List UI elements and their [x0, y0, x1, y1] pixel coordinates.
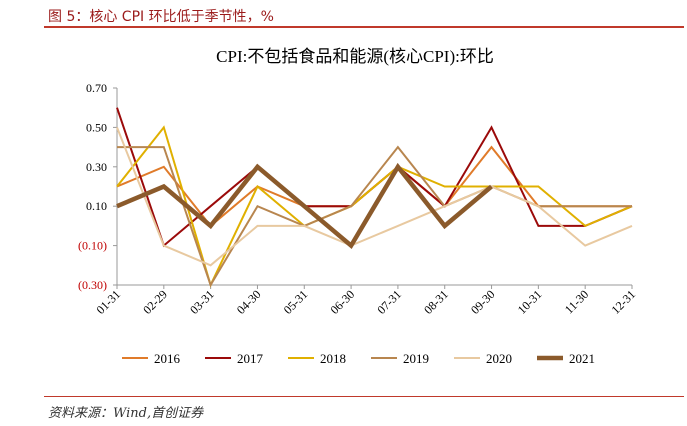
header-rule: [44, 26, 684, 28]
x-tick-label: 11-30: [562, 287, 591, 316]
chart-title: CPI:不包括食品和能源(核心CPI):环比: [216, 47, 494, 66]
legend-label-2016: 2016: [154, 351, 181, 366]
footer-rule: [44, 396, 684, 397]
x-tick-label: 10-31: [515, 287, 545, 317]
legend-label-2019: 2019: [403, 351, 429, 366]
y-tick-label: 0.30: [86, 160, 107, 174]
source-note: 资料来源：Wind,首创证券: [48, 406, 204, 421]
legend-label-2020: 2020: [486, 351, 512, 366]
series-line-2021: [116, 162, 493, 250]
x-tick-label: 02-29: [140, 287, 170, 317]
legend-label-2017: 2017: [237, 351, 264, 366]
chart-svg: CPI:不包括食品和能源(核心CPI):环比 (0.30) (0.10) 0.10 0…: [78, 47, 638, 366]
series-line-2020: [116, 127, 633, 267]
x-tick-label: 04-30: [234, 287, 264, 317]
y-tick-label: 0.70: [86, 81, 107, 95]
x-tick-label: 07-31: [374, 287, 404, 317]
y-tick-label: (0.30): [78, 278, 107, 292]
y-tick-label: (0.10): [78, 239, 107, 253]
legend-label-2021: 2021: [569, 351, 595, 366]
x-tick-label: 08-31: [421, 287, 451, 317]
y-tick-label: 0.10: [86, 199, 107, 213]
series-lines: [116, 107, 633, 288]
x-tick-label: 05-31: [281, 287, 311, 317]
y-tick-label: 0.50: [86, 120, 107, 134]
legend: 2016 2017 2018 2019 2020 2021: [122, 351, 595, 366]
series-line-2019: [117, 145, 632, 288]
x-tick-label: 03-31: [187, 287, 217, 317]
legend-label-2018: 2018: [320, 351, 346, 366]
figure-header: 图 5：核心 CPI 环比低于季节性，%: [0, 0, 687, 28]
series-line-2018: [116, 125, 633, 288]
figure-title: 图 5：核心 CPI 环比低于季节性，%: [48, 9, 274, 25]
x-tick-label: 06-30: [328, 287, 358, 317]
figure-footer: 资料来源：Wind,首创证券: [0, 396, 687, 426]
chart-container: CPI:不包括食品和能源(核心CPI):环比 (0.30) (0.10) 0.10 0…: [0, 28, 687, 398]
x-tick-label: 12-31: [608, 287, 638, 317]
x-tick-label: 09-30: [468, 287, 498, 317]
